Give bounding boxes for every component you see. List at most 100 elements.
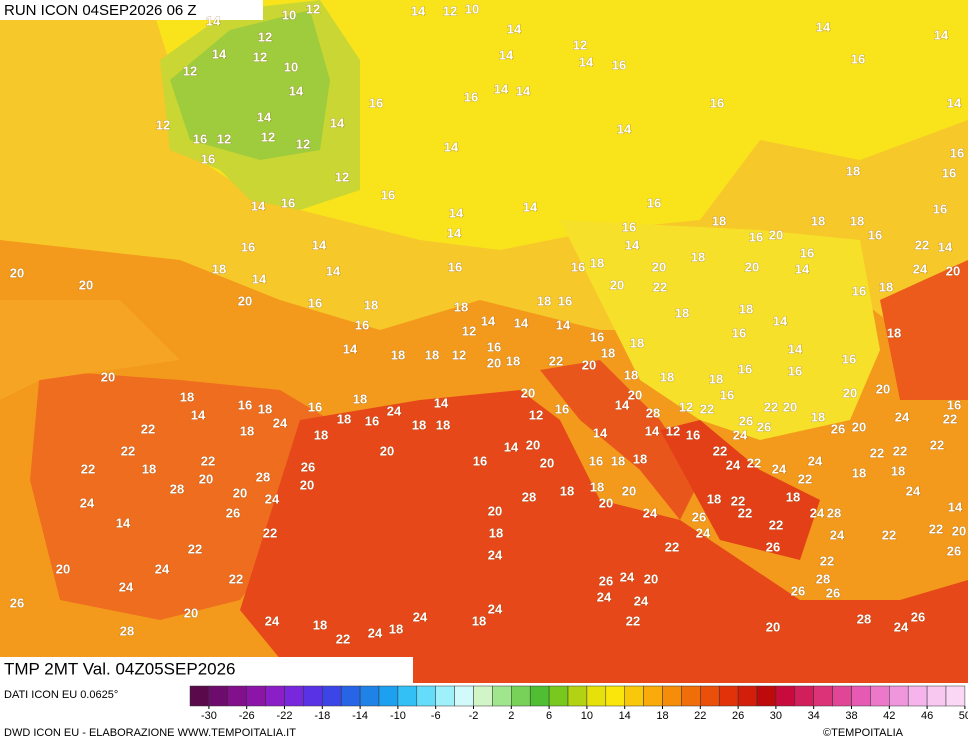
temperature-label: 24 bbox=[488, 601, 503, 616]
temperature-label: 18 bbox=[258, 401, 272, 416]
color-swatch bbox=[813, 685, 833, 707]
temperature-label: 22 bbox=[893, 443, 907, 458]
temperature-label: 24 bbox=[808, 453, 823, 468]
color-swatch bbox=[378, 685, 399, 707]
colorbar: -30 -26 -22 -18 -14 -10 -6 -2 2 6 10 14 18 22 26 30 34 38… bbox=[189, 685, 968, 722]
color-swatch bbox=[511, 685, 531, 707]
temperature-label: 26 bbox=[826, 585, 840, 600]
temperature-label: 24 bbox=[733, 427, 748, 442]
temperature-label: 18 bbox=[364, 297, 378, 312]
temperature-label: 14 bbox=[514, 315, 529, 330]
temperature-label: 16 bbox=[558, 293, 572, 308]
temperature-label: 16 bbox=[308, 399, 322, 414]
temperature-label: 16 bbox=[947, 397, 961, 412]
temperature-label: 24 bbox=[273, 415, 288, 430]
temperature-label: 18 bbox=[633, 451, 647, 466]
temperature-label: 20 bbox=[10, 265, 24, 280]
temperature-label: 26 bbox=[766, 539, 780, 554]
temperature-label: 14 bbox=[934, 27, 949, 42]
temperature-label: 28 bbox=[120, 623, 134, 638]
temperature-label: 14 bbox=[251, 198, 266, 213]
temperature-label: 12 bbox=[183, 63, 197, 78]
color-swatch bbox=[322, 685, 342, 707]
color-swatch bbox=[340, 685, 361, 707]
temperature-labels: 10 12 14 12 10 14 14 14 12 14 12 14 12 14 14 16 16 12 10 14… bbox=[9, 1, 966, 647]
credit-label: DWD ICON EU - ELABORAZIONE WWW.TEMPOITAL… bbox=[4, 727, 296, 739]
temperature-label: 18 bbox=[389, 621, 403, 636]
colorbar-tick-label: -6 bbox=[431, 710, 441, 722]
color-swatch bbox=[435, 685, 455, 707]
temperature-label: 20 bbox=[946, 263, 960, 278]
temperature-label: 12 bbox=[529, 407, 543, 422]
temperature-label: 22 bbox=[930, 437, 944, 452]
color-swatch bbox=[870, 685, 890, 707]
temperature-label: 20 bbox=[610, 277, 624, 292]
temperature-label: 18 bbox=[489, 525, 503, 540]
temperature-label: 18 bbox=[601, 345, 615, 360]
temperature-label: 18 bbox=[891, 463, 905, 478]
temperature-label: 14 bbox=[252, 271, 267, 286]
color-swatch bbox=[265, 685, 285, 707]
map-background bbox=[0, 0, 968, 683]
temperature-label: 20 bbox=[487, 355, 501, 370]
temperature-label: 18 bbox=[879, 279, 893, 294]
temperature-label: 16 bbox=[950, 145, 964, 160]
colorbar-tick-label: 18 bbox=[656, 710, 668, 722]
temperature-label: 24 bbox=[810, 505, 825, 520]
copyright-label: ©TEMPOITALIA bbox=[823, 727, 904, 739]
color-swatch bbox=[926, 685, 947, 707]
temperature-label: 20 bbox=[622, 483, 636, 498]
temperature-label: 20 bbox=[628, 387, 642, 402]
temperature-label: 16 bbox=[369, 95, 383, 110]
color-swatch bbox=[945, 685, 966, 707]
temperature-label: 26 bbox=[831, 421, 845, 436]
temperature-label: 22 bbox=[229, 571, 243, 586]
temperature-label: 24 bbox=[643, 505, 658, 520]
temperature-label: 26 bbox=[226, 505, 240, 520]
colorbar-tick-label: -26 bbox=[239, 710, 255, 722]
temperature-label: 22 bbox=[141, 421, 155, 436]
temperature-label: 26 bbox=[757, 419, 771, 434]
temperature-label: 20 bbox=[233, 485, 247, 500]
color-swatch bbox=[284, 685, 304, 707]
temperature-label: 22 bbox=[870, 445, 884, 460]
temperature-label: 12 bbox=[443, 3, 457, 18]
color-swatch bbox=[359, 685, 380, 707]
temperature-label: 16 bbox=[590, 329, 604, 344]
color-swatch bbox=[775, 685, 796, 707]
temperature-label: 18 bbox=[212, 261, 226, 276]
temperature-label: 28 bbox=[170, 481, 184, 496]
temperature-label: 14 bbox=[617, 121, 632, 136]
source-label: DATI ICON EU 0.0625° bbox=[4, 689, 118, 701]
temperature-label: 24 bbox=[597, 589, 612, 604]
temperature-label: 20 bbox=[843, 385, 857, 400]
temperature-label: 22 bbox=[121, 443, 135, 458]
temperature-label: 16 bbox=[852, 283, 866, 298]
color-swatch bbox=[473, 685, 493, 707]
colorbar-tick-label: 14 bbox=[619, 710, 631, 722]
temperature-label: 22 bbox=[653, 279, 667, 294]
temperature-label: 12 bbox=[306, 1, 320, 16]
colorbar-tick-label: 34 bbox=[808, 710, 820, 722]
temperature-label: 20 bbox=[952, 523, 966, 538]
temperature-label: 16 bbox=[686, 427, 700, 442]
temperature-label: 20 bbox=[526, 437, 540, 452]
temperature-label: 14 bbox=[556, 317, 571, 332]
temperature-label: 20 bbox=[582, 357, 596, 372]
temperature-label: 20 bbox=[199, 471, 213, 486]
temperature-label: 22 bbox=[263, 525, 277, 540]
temperature-label: 12 bbox=[573, 37, 587, 52]
temperature-label: 14 bbox=[948, 499, 963, 514]
temperature-label: 18 bbox=[425, 347, 439, 362]
colorbar-tick-label: 42 bbox=[883, 710, 895, 722]
temperature-label: 14 bbox=[447, 225, 462, 240]
colorbar-tick-label: -22 bbox=[277, 710, 293, 722]
temperature-label: 26 bbox=[947, 543, 961, 558]
temperature-label: 24 bbox=[726, 457, 741, 472]
temperature-label: 10 bbox=[284, 59, 298, 74]
colorbar-tick-label: 22 bbox=[694, 710, 706, 722]
temperature-label: 22 bbox=[336, 631, 350, 646]
temperature-label: 22 bbox=[81, 461, 95, 476]
temperature-label: 24 bbox=[830, 527, 845, 542]
